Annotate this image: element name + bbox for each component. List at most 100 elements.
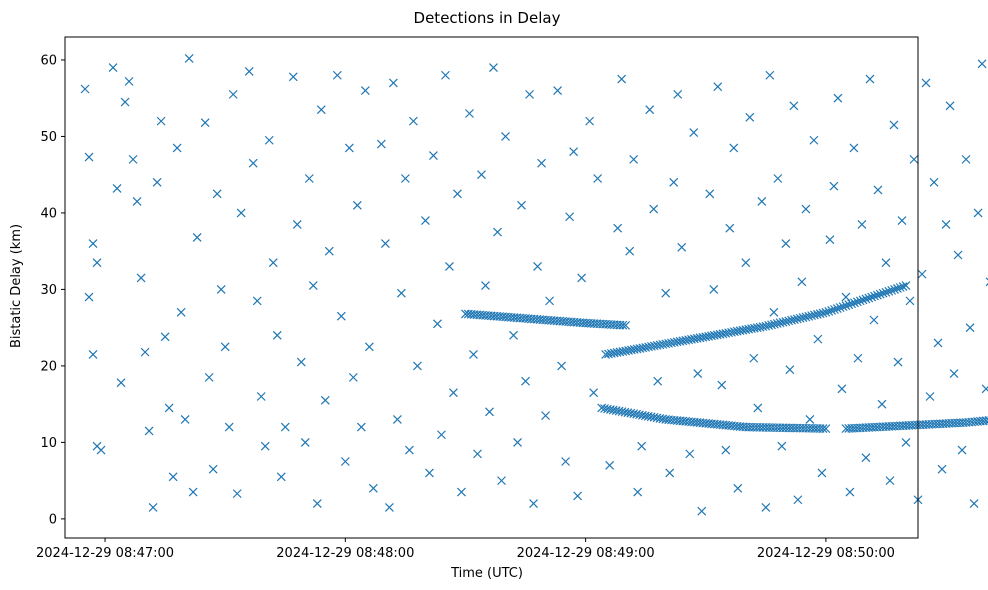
detection-point xyxy=(645,105,655,115)
detection-point xyxy=(108,63,118,73)
detection-point xyxy=(148,502,158,512)
detection-point xyxy=(453,189,462,199)
track-detection-point xyxy=(832,304,842,313)
detection-point xyxy=(477,170,486,180)
detection-point xyxy=(721,445,731,455)
detection-point xyxy=(637,441,647,451)
detection-point xyxy=(457,487,466,497)
x-tick-label: 2024-12-29 08:50:00 xyxy=(757,546,895,561)
detection-point xyxy=(340,457,350,466)
x-axis-ticks: 2024-12-29 08:47:00 2024-12-29 08:48:00 20… xyxy=(36,538,895,561)
detection-point xyxy=(380,239,390,248)
detection-point xyxy=(649,204,659,214)
track-detection-point xyxy=(767,320,776,330)
y-axis-label: Bistatic Delay (km) xyxy=(9,224,24,348)
detection-point xyxy=(761,502,771,512)
detection-point xyxy=(677,242,687,252)
detection-point xyxy=(977,59,987,69)
detection-point xyxy=(136,273,146,283)
detection-point xyxy=(541,411,550,421)
detection-point xyxy=(689,128,699,138)
detection-point xyxy=(813,334,823,344)
axes-frame xyxy=(64,36,919,539)
detection-point xyxy=(192,232,202,242)
detection-point xyxy=(348,372,358,382)
detection-point xyxy=(408,116,418,126)
detection-point xyxy=(901,437,911,447)
detection-point xyxy=(84,292,94,302)
track-detection-point xyxy=(884,286,894,296)
track-detection-point xyxy=(844,300,854,310)
detection-point xyxy=(441,70,450,80)
track-detection-point xyxy=(795,313,805,323)
detection-point xyxy=(168,472,178,482)
detection-point xyxy=(685,449,695,459)
detection-point xyxy=(825,235,835,245)
detection-point xyxy=(789,101,799,111)
track-detection-point xyxy=(821,307,831,317)
detection-point xyxy=(749,353,759,363)
track-detection-point xyxy=(790,315,799,324)
x-tick-label: 2024-12-29 08:49:00 xyxy=(517,546,655,561)
detection-point xyxy=(569,147,579,157)
detection-point xyxy=(965,323,975,333)
detection-point xyxy=(957,445,967,455)
detection-point xyxy=(605,460,615,470)
track-detection-point xyxy=(810,310,819,320)
detection-point xyxy=(801,204,811,214)
detection-point xyxy=(84,152,94,162)
detection-point xyxy=(392,415,402,424)
detection-point xyxy=(364,342,374,352)
detection-point xyxy=(773,174,783,183)
track-detection-point xyxy=(804,311,814,321)
track-detection-point xyxy=(821,424,831,434)
detection-point xyxy=(909,154,919,164)
detection-point xyxy=(80,84,90,94)
detection-point xyxy=(717,380,727,390)
detection-point xyxy=(513,437,522,447)
track-detection-point xyxy=(895,283,905,292)
track-detection-point xyxy=(872,290,882,300)
detection-point xyxy=(573,491,583,501)
track-detection-point xyxy=(818,424,828,433)
detection-point xyxy=(396,288,406,298)
detection-point xyxy=(176,307,186,317)
detection-point xyxy=(497,476,506,486)
track-detection-point xyxy=(864,293,874,303)
detection-point xyxy=(344,143,354,153)
detection-point xyxy=(953,250,963,260)
detection-point xyxy=(449,388,458,398)
track-detection-point xyxy=(890,284,899,294)
detection-point xyxy=(949,369,959,378)
detection-point xyxy=(985,277,988,287)
track-detection-point xyxy=(870,291,879,301)
detection-point xyxy=(112,184,122,193)
x-tick-label: 2024-12-29 08:47:00 xyxy=(36,546,174,561)
detection-point xyxy=(777,441,787,451)
detection-point xyxy=(236,208,246,218)
detection-point xyxy=(92,258,102,268)
detection-point xyxy=(433,319,442,329)
detection-point xyxy=(320,395,330,405)
y-tick-label: 60 xyxy=(40,53,57,68)
detection-point xyxy=(593,174,603,183)
detection-point xyxy=(705,189,715,199)
track-detection-point xyxy=(850,298,859,308)
detection-point xyxy=(837,384,847,394)
detection-point xyxy=(144,426,154,436)
detection-point xyxy=(869,315,879,325)
detection-point xyxy=(585,116,595,126)
track-detection-point xyxy=(838,302,848,312)
detection-point xyxy=(757,197,767,206)
detection-point xyxy=(897,216,907,225)
detection-point xyxy=(829,181,839,191)
detection-point xyxy=(268,258,278,268)
detection-point xyxy=(817,468,827,478)
detection-point xyxy=(525,89,534,99)
detection-point xyxy=(120,97,130,107)
detection-point xyxy=(216,284,226,294)
detection-point xyxy=(769,307,779,317)
detection-point xyxy=(917,269,927,279)
detection-point xyxy=(208,464,218,474)
